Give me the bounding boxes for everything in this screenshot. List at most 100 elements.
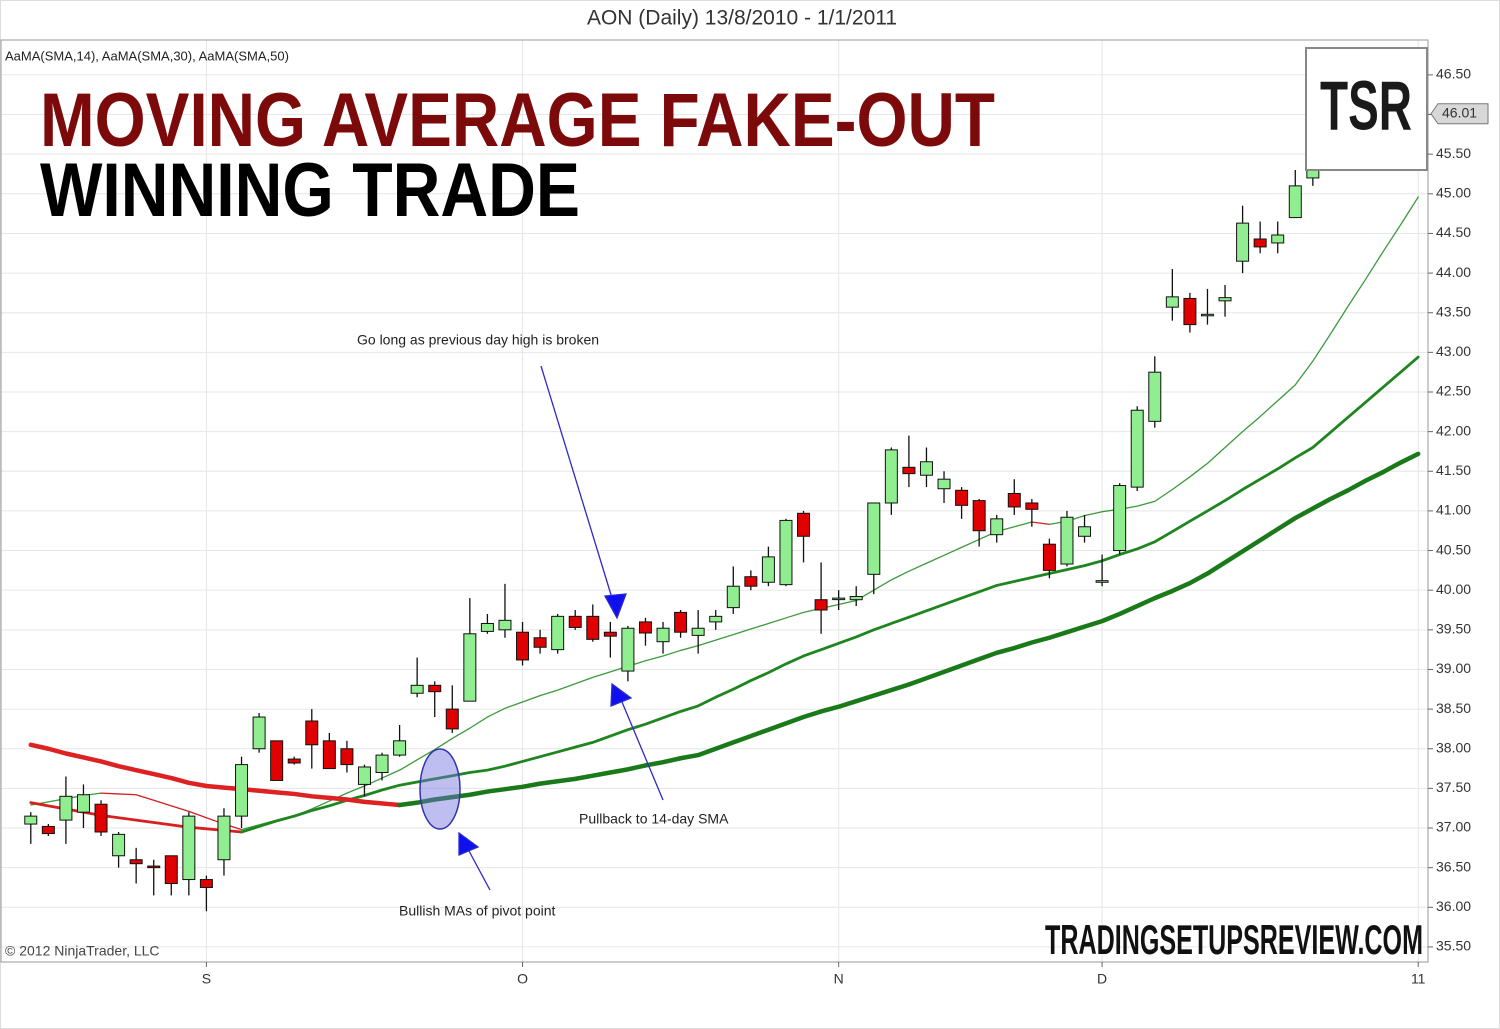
candle-body: [340, 748, 354, 766]
candle-body: [638, 621, 652, 634]
x-tick-label: D: [1097, 971, 1107, 987]
last-price-label: 46.01: [1442, 104, 1477, 120]
candle-body: [1113, 485, 1127, 552]
candle-body: [1236, 222, 1250, 262]
candle-body: [357, 766, 371, 785]
y-tick-label: 37.50: [1436, 779, 1471, 795]
arrow-head: [610, 682, 633, 707]
y-tick-label: 45.50: [1436, 145, 1471, 161]
y-tick-label: 44.50: [1436, 224, 1471, 240]
candle-body: [972, 500, 986, 532]
copyright: © 2012 NinjaTrader, LLC: [5, 943, 160, 959]
candle-body: [797, 512, 811, 537]
axes: 35.50 36.00 36.50 37.00 37.50 38.00 38.50 39.00…: [202, 66, 1489, 987]
candle-body: [691, 627, 705, 636]
candle-body: [1025, 502, 1039, 510]
candle-body: [480, 622, 494, 632]
candle-body: [112, 833, 126, 857]
candle-body: [252, 716, 266, 750]
candle-body: [217, 815, 231, 861]
candle-body: [1042, 543, 1056, 571]
candle-body: [779, 519, 793, 586]
y-tick-label: 46.50: [1436, 66, 1471, 82]
candle-body: [322, 740, 336, 770]
candle-body: [235, 764, 249, 817]
y-tick-label: 36.00: [1436, 898, 1471, 914]
candle-body: [463, 633, 477, 702]
candle-body: [1095, 580, 1109, 583]
annotation: Bullish MAs of pivot point: [399, 903, 556, 919]
annotation: Go long as previous day high is broken: [357, 332, 599, 348]
y-tick-label: 43.00: [1436, 343, 1471, 359]
chart-title: AON (Daily) 13/8/2010 - 1/1/2011: [587, 7, 897, 30]
ma-line: [1048, 196, 1419, 526]
candle-body: [94, 803, 108, 833]
arrow-head: [603, 593, 627, 620]
candle-body: [1288, 185, 1302, 219]
y-tick-label: 38.00: [1436, 739, 1471, 755]
candle-body: [129, 859, 143, 865]
candle-body: [919, 461, 933, 476]
candle-body: [955, 489, 969, 506]
y-tick-label: 39.00: [1436, 660, 1471, 676]
candle-body: [1130, 409, 1144, 488]
candle-body: [1200, 313, 1214, 317]
candle-body: [849, 596, 863, 601]
candle-body: [1078, 526, 1092, 537]
candle-body: [147, 865, 161, 869]
candle-body: [164, 855, 178, 885]
y-tick-label: 39.50: [1436, 621, 1471, 637]
logo-box: [1305, 47, 1428, 171]
candle-body: [498, 619, 512, 631]
candle-body: [199, 879, 213, 888]
arrow-line: [468, 850, 491, 891]
candle-body: [182, 815, 196, 881]
x-tick-label: O: [517, 971, 528, 987]
ma-line: [397, 451, 1421, 808]
indicator-label: AaMA(SMA,14), AaMA(SMA,30), AaMA(SMA,50): [5, 48, 289, 63]
headline: MOVING AVERAGE FAKE-OUT: [40, 78, 995, 163]
candle-body: [59, 795, 73, 821]
plot-frame: [0, 39, 1429, 963]
candle-body: [375, 754, 389, 774]
y-tick-label: 42.50: [1436, 383, 1471, 399]
candle-body: [270, 740, 284, 781]
candle-body: [814, 599, 828, 611]
pivot-ellipse: [419, 748, 461, 830]
candle-body: [305, 720, 319, 746]
candle-body: [1007, 492, 1021, 508]
candles: [24, 98, 1320, 912]
ma-line: [1031, 521, 1051, 526]
moving-averages: [28, 196, 1421, 834]
y-tick-label: 44.00: [1436, 264, 1471, 280]
candle-body: [1183, 297, 1197, 326]
candle-body: [1218, 297, 1232, 302]
candle-body: [24, 815, 38, 825]
ma-line: [240, 355, 1420, 834]
candle-body: [832, 597, 846, 601]
annotation: Pullback to 14-day SMA: [579, 811, 729, 827]
y-tick-label: 41.00: [1436, 502, 1471, 518]
candle-body: [1148, 371, 1162, 422]
y-tick-label: 36.50: [1436, 858, 1471, 874]
y-tick-label: 40.50: [1436, 541, 1471, 557]
candle-body: [867, 502, 881, 575]
ma-line: [240, 521, 1033, 831]
y-tick-label: 38.50: [1436, 700, 1471, 716]
arrows: [458, 365, 664, 891]
arrow-line: [540, 365, 613, 599]
arrow-line: [621, 701, 664, 801]
candle-body: [445, 708, 459, 730]
y-tick-label: 37.00: [1436, 819, 1471, 835]
candle-body: [1165, 296, 1179, 308]
candle-body: [621, 627, 635, 672]
y-tick-label: 35.50: [1436, 938, 1471, 954]
x-tick-label: 11: [1411, 971, 1426, 987]
x-tick-label: S: [202, 971, 211, 987]
candle-body: [674, 611, 688, 633]
candle-body: [568, 615, 582, 628]
candle-body: [937, 478, 951, 490]
candle-body: [709, 615, 723, 623]
